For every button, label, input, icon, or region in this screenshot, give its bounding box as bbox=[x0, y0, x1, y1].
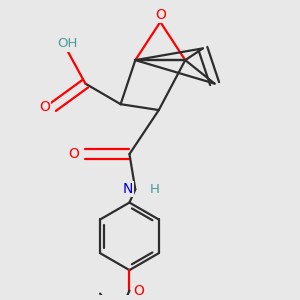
Text: O: O bbox=[155, 8, 166, 22]
Text: O: O bbox=[133, 284, 144, 298]
Text: OH: OH bbox=[58, 38, 78, 50]
Text: O: O bbox=[39, 100, 50, 114]
Text: H: H bbox=[149, 183, 159, 196]
Text: N: N bbox=[123, 182, 133, 196]
Text: O: O bbox=[68, 147, 79, 161]
